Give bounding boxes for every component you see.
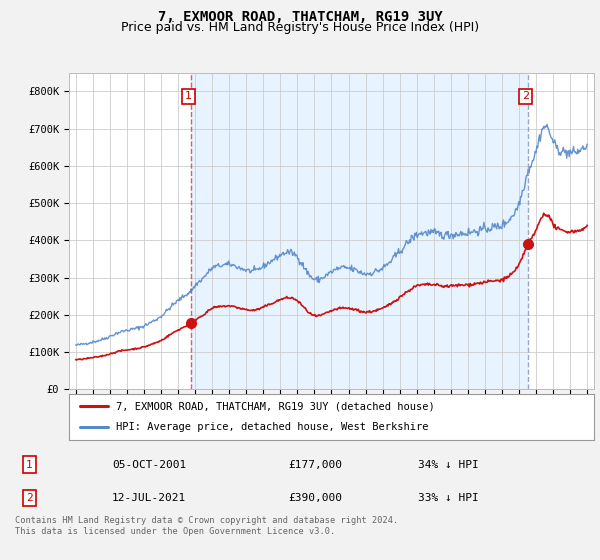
Text: Price paid vs. HM Land Registry's House Price Index (HPI): Price paid vs. HM Land Registry's House … bbox=[121, 21, 479, 34]
Text: 1: 1 bbox=[185, 91, 192, 101]
Text: 7, EXMOOR ROAD, THATCHAM, RG19 3UY: 7, EXMOOR ROAD, THATCHAM, RG19 3UY bbox=[158, 10, 442, 24]
Text: HPI: Average price, detached house, West Berkshire: HPI: Average price, detached house, West… bbox=[116, 422, 429, 432]
Text: 12-JUL-2021: 12-JUL-2021 bbox=[112, 493, 186, 503]
Text: 7, EXMOOR ROAD, THATCHAM, RG19 3UY (detached house): 7, EXMOOR ROAD, THATCHAM, RG19 3UY (deta… bbox=[116, 401, 435, 411]
Text: 2: 2 bbox=[26, 493, 33, 503]
Text: 05-OCT-2001: 05-OCT-2001 bbox=[112, 460, 186, 470]
Text: Contains HM Land Registry data © Crown copyright and database right 2024.
This d: Contains HM Land Registry data © Crown c… bbox=[15, 516, 398, 536]
Text: 33% ↓ HPI: 33% ↓ HPI bbox=[418, 493, 478, 503]
Text: 2: 2 bbox=[522, 91, 529, 101]
Text: £390,000: £390,000 bbox=[288, 493, 342, 503]
Text: 34% ↓ HPI: 34% ↓ HPI bbox=[418, 460, 478, 470]
Text: 1: 1 bbox=[26, 460, 33, 470]
Bar bbox=[191, 73, 528, 389]
Text: £177,000: £177,000 bbox=[288, 460, 342, 470]
